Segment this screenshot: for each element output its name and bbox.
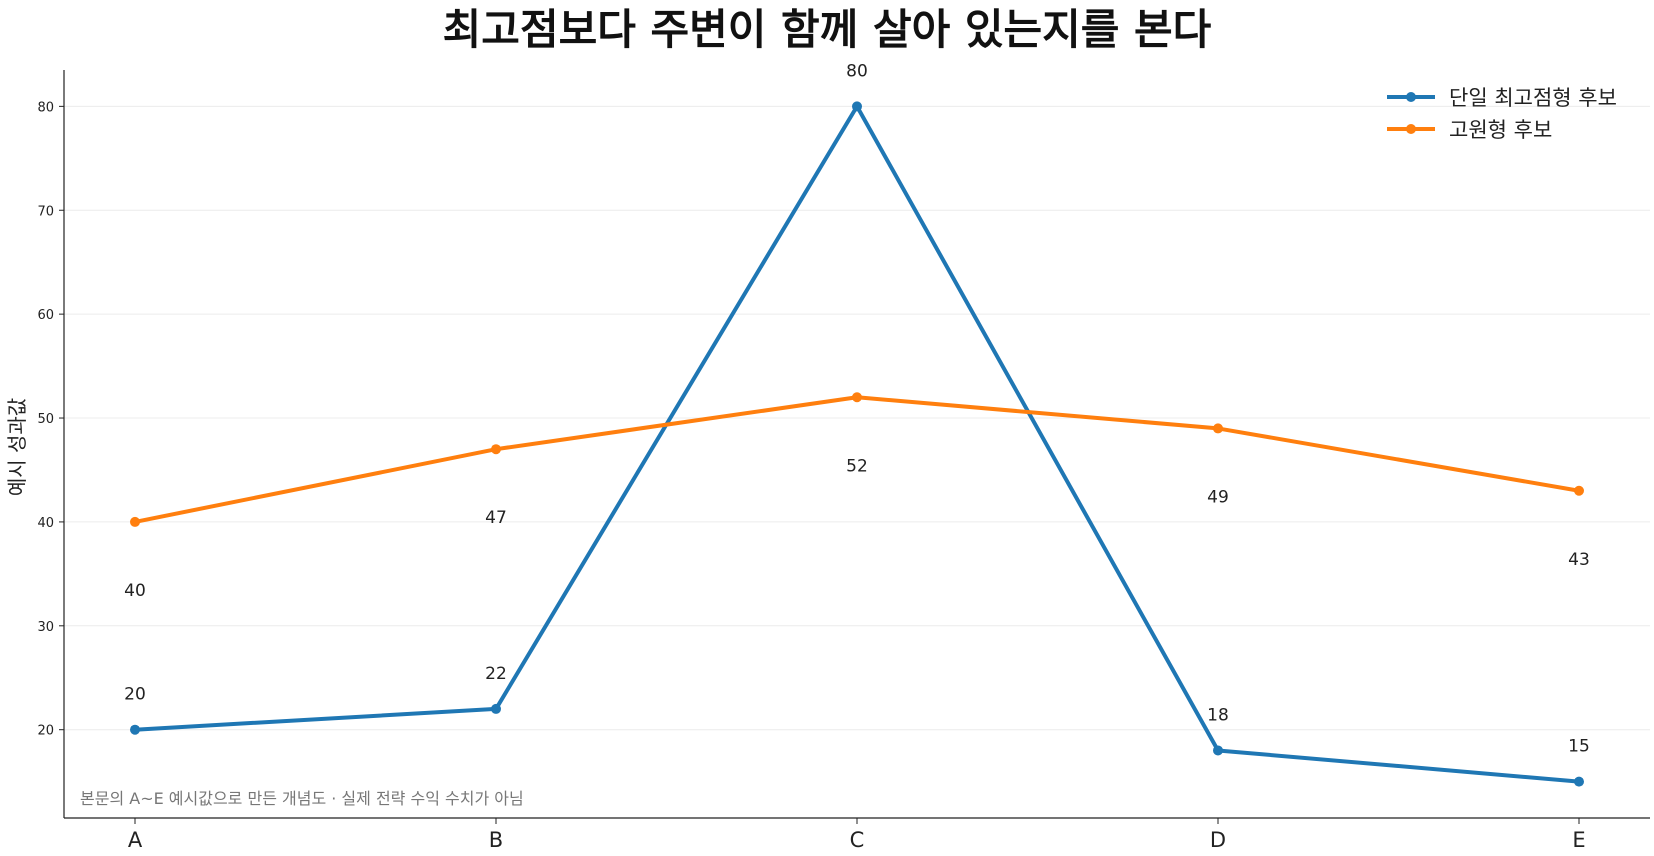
y-tick-label: 80	[37, 100, 54, 115]
data-label: 20	[124, 685, 146, 705]
data-label: 22	[485, 664, 507, 684]
data-label: 43	[1568, 550, 1590, 570]
y-tick-label: 50	[37, 412, 54, 427]
data-label: 52	[846, 456, 868, 476]
series	[130, 101, 1584, 787]
series-line-1	[133, 104, 1581, 784]
data-label: 40	[124, 581, 146, 601]
data-point	[491, 703, 501, 714]
data-label: 18	[1207, 705, 1229, 725]
legend-swatch-marker	[1406, 124, 1416, 134]
legend-label: 단일 최고점형 후보	[1449, 86, 1617, 110]
x-ticks: A B C D E	[128, 818, 1586, 852]
y-tick-label: 40	[37, 516, 54, 531]
data-point	[1213, 745, 1223, 756]
chart-title: 최고점보다 주변이 함께 살아 있는지를 본다	[443, 5, 1212, 54]
data-point	[1574, 485, 1584, 496]
x-tick-label: E	[1572, 828, 1585, 852]
x-tick-label: D	[1210, 828, 1226, 852]
grid-lines	[64, 105, 1650, 731]
legend-swatch-marker	[1406, 92, 1416, 102]
data-label: 49	[1207, 487, 1229, 507]
data-point	[130, 516, 140, 527]
data-point	[852, 392, 862, 403]
data-labels: 20 22 80 18 15 40 47 52 49 43	[124, 61, 1590, 756]
axes	[63, 70, 1650, 819]
y-tick-label: 20	[37, 724, 54, 739]
data-point	[130, 724, 140, 735]
y-ticks: 20 30 40 50 60 70 80	[37, 100, 64, 739]
data-label: 47	[485, 508, 507, 528]
data-point	[1213, 423, 1223, 434]
data-point	[491, 444, 501, 455]
y-axis-label: 예시 성과값	[5, 398, 29, 496]
y-tick-label: 30	[37, 620, 54, 635]
data-point	[852, 101, 862, 112]
x-tick-label: A	[128, 828, 143, 852]
x-tick-label: C	[850, 828, 865, 852]
legend-label: 고원형 후보	[1449, 118, 1552, 142]
y-tick-label: 60	[37, 308, 54, 323]
data-label: 15	[1568, 737, 1590, 757]
chart-annotation: 본문의 A~E 예시값으로 만든 개념도 · 실제 전략 수익 수치가 아님	[80, 789, 524, 808]
data-label: 80	[846, 61, 868, 81]
y-tick-label: 70	[37, 204, 54, 219]
data-point	[1574, 776, 1584, 787]
x-tick-label: B	[489, 828, 503, 852]
